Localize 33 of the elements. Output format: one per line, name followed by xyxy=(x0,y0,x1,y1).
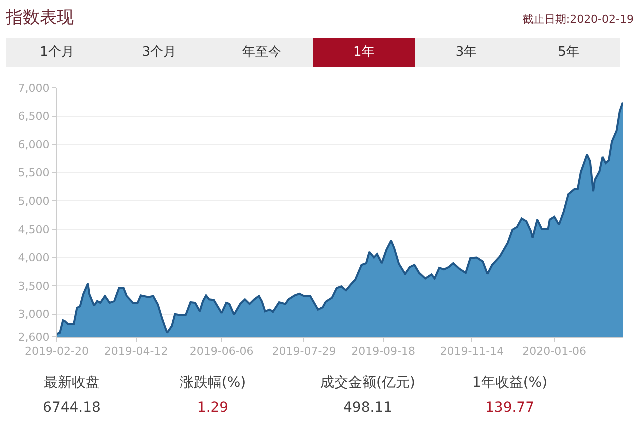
text: 139.77 xyxy=(484,400,536,416)
text: 1.29 xyxy=(196,400,230,416)
y-tick-label: 3,500 xyxy=(18,280,50,293)
text: 5年 xyxy=(557,44,580,62)
text: 498.11 xyxy=(342,400,394,416)
y-tick-label: 5,000 xyxy=(18,195,50,208)
x-tick-label: 2019-09-18 xyxy=(352,345,416,358)
text: 1个月 xyxy=(39,44,76,62)
y-tick-label: 4,500 xyxy=(18,223,50,236)
y-tick-label: 7,000 xyxy=(18,82,50,95)
y-tick-label: 4,000 xyxy=(18,252,50,265)
x-tick-label: 2019-11-14 xyxy=(440,345,504,358)
x-tick-label: 2019-06-06 xyxy=(190,345,254,358)
text: 最新收盘 xyxy=(43,374,101,392)
text: 6744.18 xyxy=(42,400,102,416)
text: 涨跌幅(%) xyxy=(178,374,248,392)
x-tick-label: 2020-01-06 xyxy=(522,345,587,358)
text: 年至今 xyxy=(241,44,282,62)
x-tick-label: 2019-07-29 xyxy=(272,345,336,358)
text: 3个月 xyxy=(141,44,178,62)
text: 1年收益(%) xyxy=(471,374,549,392)
chart-subtitle: 截止日期:2020-02-19 xyxy=(522,12,634,27)
chart-title: 指数表现 xyxy=(6,7,74,29)
text: 成交金额(亿元) xyxy=(320,374,416,392)
y-tick-label: 3,000 xyxy=(18,308,50,322)
x-tick-label: 2019-04-12 xyxy=(104,345,168,358)
y-tick-label: 6,500 xyxy=(18,110,50,124)
x-tick-label: 2019-02-20 xyxy=(25,345,89,358)
y-tick-label: 6,000 xyxy=(18,138,50,152)
text: 1年 xyxy=(312,38,416,67)
y-tick-label: 5,500 xyxy=(18,166,50,180)
y-tick-label: 2,600 xyxy=(18,330,50,344)
text: 3年 xyxy=(454,44,478,62)
